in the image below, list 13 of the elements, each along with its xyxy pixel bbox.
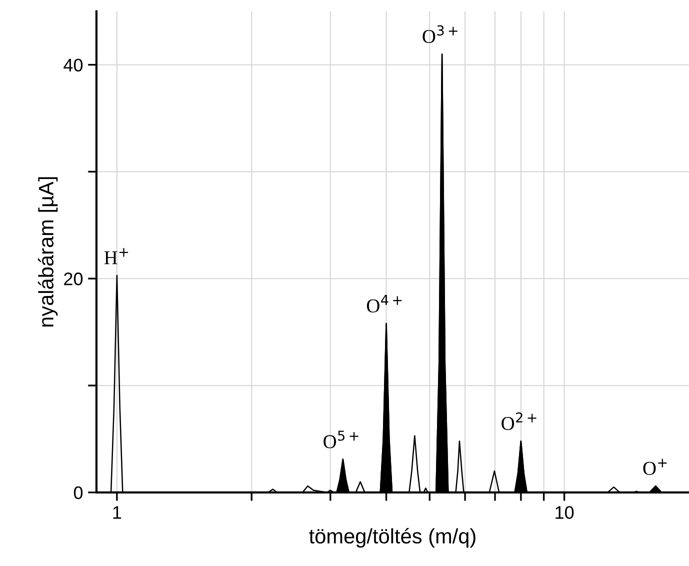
annotation: O$^{+}$ <box>643 458 667 475</box>
annotation: O$^{4+}$ <box>366 294 402 312</box>
y-axis-title: nyalábáram [µA] <box>38 177 58 327</box>
y-tick-label: 40 <box>64 58 83 72</box>
x-tick-label: 1 <box>113 506 122 519</box>
y-tick-label: 0 <box>74 486 83 500</box>
annotation: H$^{+}$ <box>104 248 128 264</box>
y-tick-label: 20 <box>64 272 83 286</box>
annotation: O$^{3+}$ <box>422 25 458 44</box>
annotation: O$^{2+}$ <box>502 412 536 430</box>
x-axis-title: tömeg/töltés (m/q) <box>309 528 476 548</box>
annotation: O$^{5+}$ <box>324 430 358 448</box>
x-tick-label: 10 <box>556 506 574 519</box>
